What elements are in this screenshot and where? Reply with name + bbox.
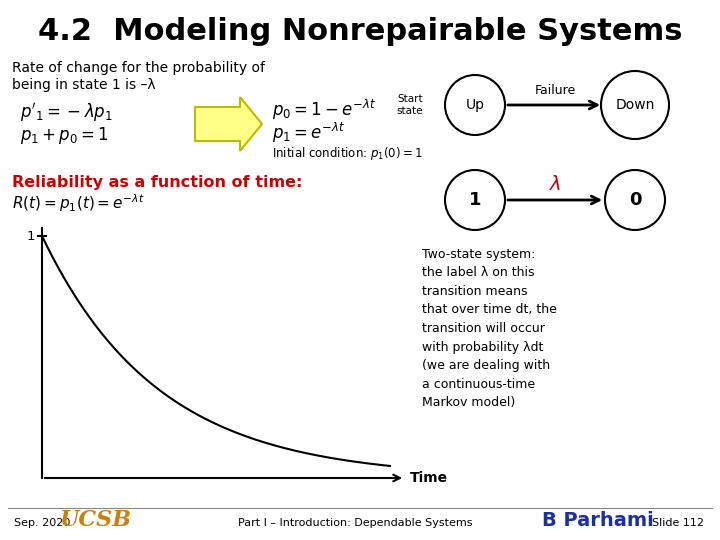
Text: Part I – Introduction: Dependable Systems: Part I – Introduction: Dependable System… xyxy=(238,518,472,528)
Text: Reliability as a function of time:: Reliability as a function of time: xyxy=(12,174,302,190)
Text: $\lambda$: $\lambda$ xyxy=(549,174,561,193)
Text: Rate of change for the probability of: Rate of change for the probability of xyxy=(12,61,265,75)
Text: Slide 112: Slide 112 xyxy=(652,518,704,528)
Circle shape xyxy=(605,170,665,230)
Text: Up: Up xyxy=(466,98,485,112)
Text: Failure: Failure xyxy=(534,84,575,98)
Text: Initial condition: $p_1(0) = 1$: Initial condition: $p_1(0) = 1$ xyxy=(272,145,423,163)
Text: Sep. 2020: Sep. 2020 xyxy=(14,518,71,528)
Text: $p'_1 = -\lambda p_1$: $p'_1 = -\lambda p_1$ xyxy=(20,102,113,125)
Text: being in state 1 is –λ: being in state 1 is –λ xyxy=(12,78,156,92)
Text: UCSB: UCSB xyxy=(59,509,131,531)
Text: $p_1 + p_0 = 1$: $p_1 + p_0 = 1$ xyxy=(20,125,109,145)
Circle shape xyxy=(445,170,505,230)
Text: $R(t) = p_1(t) = e^{-\lambda t}$: $R(t) = p_1(t) = e^{-\lambda t}$ xyxy=(12,192,145,214)
Text: Time: Time xyxy=(410,471,448,485)
Text: Two-state system:
the label λ on this
transition means
that over time dt, the
tr: Two-state system: the label λ on this tr… xyxy=(422,248,557,409)
Text: 1: 1 xyxy=(27,230,35,242)
Text: 4.2  Modeling Nonrepairable Systems: 4.2 Modeling Nonrepairable Systems xyxy=(37,17,683,46)
Text: B Parhami: B Parhami xyxy=(542,511,654,530)
Text: Start
state: Start state xyxy=(397,94,423,116)
Circle shape xyxy=(445,75,505,135)
Text: $p_0 = 1 - e^{-\lambda t}$: $p_0 = 1 - e^{-\lambda t}$ xyxy=(272,98,377,123)
Circle shape xyxy=(601,71,669,139)
Text: $p_1 = e^{-\lambda t}$: $p_1 = e^{-\lambda t}$ xyxy=(272,120,346,145)
Text: 1: 1 xyxy=(469,191,481,209)
Text: Down: Down xyxy=(616,98,654,112)
Text: 0: 0 xyxy=(629,191,642,209)
Polygon shape xyxy=(195,97,262,151)
